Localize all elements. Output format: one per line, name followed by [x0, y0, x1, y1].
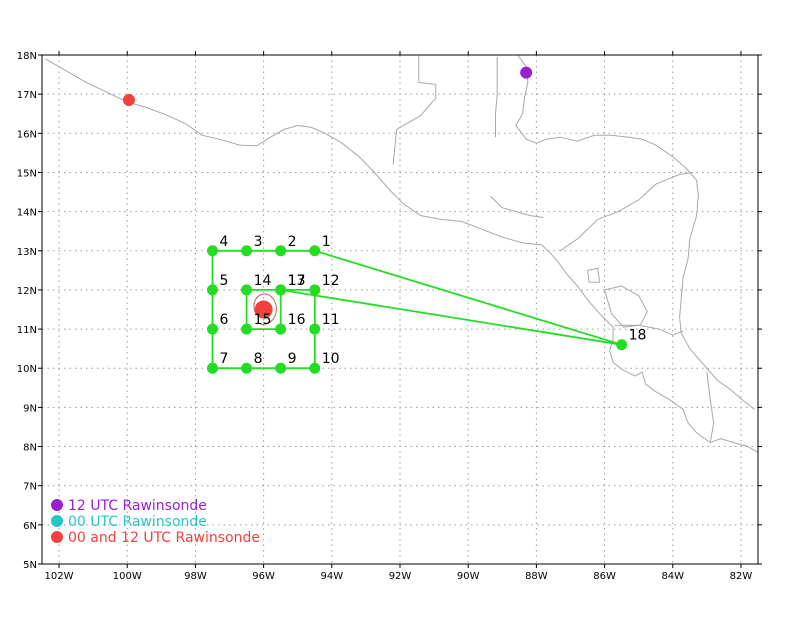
tick-label-lat: 9N — [23, 403, 37, 414]
storm-track-curve — [253, 293, 277, 325]
waypoint-marker — [241, 245, 253, 257]
tick-label-lat: 6N — [23, 521, 37, 532]
waypoint-marker — [275, 323, 287, 335]
waypoint-marker — [206, 284, 218, 296]
waypoint-marker — [616, 339, 628, 351]
flight-track-line — [211, 249, 622, 370]
tick-label-lat: 10N — [17, 364, 37, 375]
waypoint-marker — [241, 362, 253, 374]
waypoint-label: 13 — [288, 273, 306, 289]
waypoint-marker — [275, 284, 287, 296]
waypoint-label: 14 — [254, 273, 272, 289]
waypoint-marker — [309, 323, 321, 335]
waypoint-label: 7 — [219, 351, 228, 367]
waypoint-label: 6 — [219, 312, 228, 328]
legend-label: 00 UTC Rawinsonde — [68, 514, 207, 530]
waypoint-label: 8 — [254, 351, 263, 367]
waypoint-label: 16 — [288, 312, 306, 328]
coastline — [490, 195, 544, 218]
tick-label-lon: 82W — [730, 571, 753, 582]
tick-label-lon: 88W — [525, 571, 548, 582]
legend-label: 12 UTC Rawinsonde — [68, 498, 207, 514]
waypoint-marker — [309, 362, 321, 374]
tick-label-lon: 96W — [252, 571, 275, 582]
legend-marker — [51, 515, 63, 527]
tick-label-lat: 5N — [23, 560, 37, 571]
rawinsonde-sites — [122, 66, 533, 107]
waypoint-label: 18 — [629, 328, 647, 344]
tick-label-lon: 102W — [45, 571, 74, 582]
coastlines — [45, 54, 759, 453]
tick-label-lat: 13N — [17, 247, 37, 258]
tick-label-lat: 18N — [17, 51, 37, 62]
coastline — [495, 57, 498, 138]
waypoint-marker — [206, 362, 218, 374]
waypoint-label: 10 — [322, 351, 340, 367]
tick-label-lat: 8N — [23, 443, 37, 454]
coastline — [706, 372, 715, 443]
tick-label-lon: 90W — [457, 571, 480, 582]
waypoint-marker — [309, 245, 321, 257]
tick-label-lon: 86W — [593, 571, 616, 582]
rawinsonde-marker — [122, 94, 135, 107]
tick-label-lat: 7N — [23, 482, 37, 493]
waypoint-label: 17 — [288, 273, 306, 289]
waypoint-marker — [241, 284, 253, 296]
waypoint-marker — [241, 323, 253, 335]
coastline — [45, 58, 759, 453]
tick-label-lat: 15N — [17, 168, 37, 179]
waypoint-marker — [309, 284, 321, 296]
storm-center-marker — [254, 300, 273, 319]
waypoint-label: 2 — [288, 234, 297, 250]
coastline — [515, 54, 755, 410]
coastline — [392, 55, 437, 165]
tick-label-lon: 100W — [113, 571, 142, 582]
waypoint-label: 5 — [219, 273, 228, 289]
tick-label-lat: 17N — [17, 90, 37, 101]
waypoint-label: 15 — [254, 312, 272, 328]
tick-label-lat: 14N — [17, 208, 37, 219]
waypoint-label: 12 — [322, 273, 340, 289]
waypoint-marker — [275, 245, 287, 257]
axis-ticks: 102W 100W 98W 96W 94W 92W 90W 88W 86W 84W 82W 5N 6N 7… — [17, 51, 762, 582]
waypoint-label: 11 — [322, 312, 340, 328]
waypoint-marker — [206, 323, 218, 335]
waypoint-label: 9 — [288, 351, 297, 367]
coastline — [604, 285, 648, 328]
waypoint-label: 3 — [254, 234, 263, 250]
flight-track — [211, 249, 622, 370]
legend-marker — [51, 499, 63, 511]
legend-marker — [51, 531, 63, 543]
rawinsonde-marker — [520, 66, 533, 79]
coastline — [559, 172, 694, 252]
coastline — [614, 324, 684, 336]
coastline — [587, 267, 601, 283]
storm-center — [253, 293, 277, 325]
tick-label-lat: 12N — [17, 286, 37, 297]
waypoint-marker — [275, 362, 287, 374]
legend-label: 00 and 12 UTC Rawinsonde — [68, 530, 260, 546]
tick-label-lon: 84W — [661, 571, 684, 582]
waypoint-label: 1 — [322, 234, 331, 250]
tick-label-lon: 92W — [389, 571, 412, 582]
tick-label-lon: 94W — [320, 571, 343, 582]
tick-label-lon: 98W — [184, 571, 207, 582]
waypoint-marker — [206, 245, 218, 257]
tick-label-lat: 16N — [17, 129, 37, 140]
tick-label-lat: 11N — [17, 325, 37, 336]
waypoint-label: 4 — [219, 234, 228, 250]
